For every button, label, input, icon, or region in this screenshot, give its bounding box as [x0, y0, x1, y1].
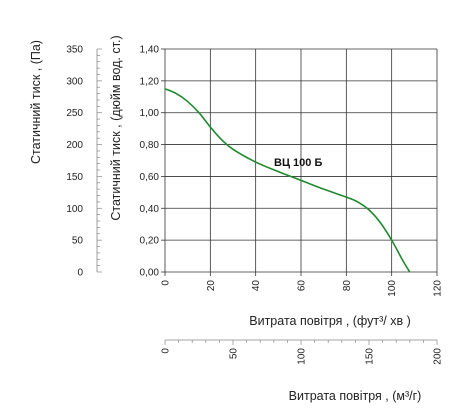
pa-tick-label: 200: [66, 140, 83, 151]
ylabel-pa: Статичний тиск , (Па): [29, 40, 43, 164]
plot-grid: [164, 48, 438, 273]
m3h-tick-label: 200: [433, 348, 444, 365]
inwg-tick-label: 1,40: [140, 45, 160, 56]
inwg-tick-label: 0,40: [140, 204, 160, 215]
inwg-tick-label: 0,60: [140, 172, 160, 183]
xlabel-m3h: Витрата повітря , (м³/г): [289, 389, 422, 403]
pa-tick-label: 300: [66, 76, 83, 87]
cfm-tick-label: 40: [251, 280, 262, 292]
airflow-cfm-axis: 0 20 40 60 80 100 120: [161, 272, 444, 297]
pressure-pa-axis: 0 50 100 150 200 250 300 350: [66, 45, 102, 279]
cfm-tick-label: 100: [387, 280, 398, 297]
cfm-tick-label: 60: [297, 280, 308, 292]
cfm-tick-label: 80: [342, 280, 353, 292]
inwg-tick-label: 0,20: [140, 236, 160, 247]
pa-tick-label: 250: [66, 108, 83, 119]
inwg-tick-label: 1,00: [140, 108, 160, 119]
series-layer: [164, 88, 411, 273]
cfm-tick-label: 20: [206, 280, 217, 292]
pa-tick-label: 0: [77, 268, 83, 279]
m3h-tick-label: 150: [365, 348, 376, 365]
pa-tick-label: 50: [72, 236, 84, 247]
m3h-tick-label: 0: [161, 348, 172, 354]
inwg-tick-label: 0,00: [140, 268, 160, 279]
pa-tick-label: 150: [66, 172, 83, 183]
airflow-m3h-axis: 0 50 100 150 200: [161, 339, 444, 365]
ylabel-inwg: Статичний тиск , (дюйм вод. ст.): [109, 35, 123, 220]
series-label-vts-100-b: ВЦ 100 Б: [274, 157, 322, 169]
pressure-inwg-axis: 0,00 0,20 0,40 0,60 0,80 1,00 1,20 1,40: [140, 45, 165, 279]
pa-tick-label: 350: [66, 45, 83, 56]
m3h-tick-label: 50: [229, 348, 240, 360]
pa-tick-label: 100: [66, 204, 83, 215]
m3h-tick-label: 100: [297, 348, 308, 365]
cfm-tick-label: 0: [161, 280, 172, 286]
inwg-tick-label: 1,20: [140, 76, 160, 87]
series-line: [164, 88, 411, 273]
inwg-tick-label: 0,80: [140, 140, 160, 151]
xlabel-cfm: Витрата повітря , (фут³/ хв ): [249, 314, 410, 328]
cfm-tick-label: 120: [433, 280, 444, 297]
